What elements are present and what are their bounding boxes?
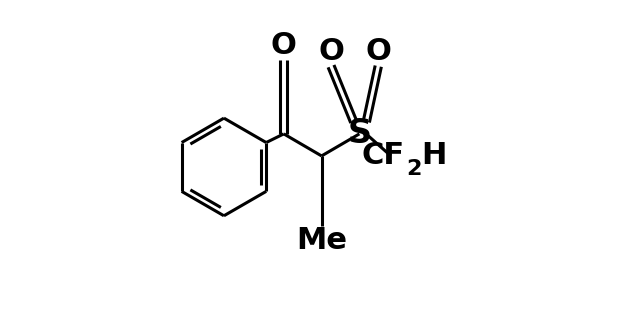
- Text: CF: CF: [362, 141, 405, 170]
- Text: H: H: [421, 141, 446, 170]
- Text: O: O: [271, 31, 297, 60]
- Text: S: S: [348, 117, 371, 150]
- Text: 2: 2: [406, 158, 422, 179]
- Text: O: O: [365, 37, 391, 66]
- Text: O: O: [318, 37, 344, 66]
- Text: Me: Me: [296, 226, 347, 255]
